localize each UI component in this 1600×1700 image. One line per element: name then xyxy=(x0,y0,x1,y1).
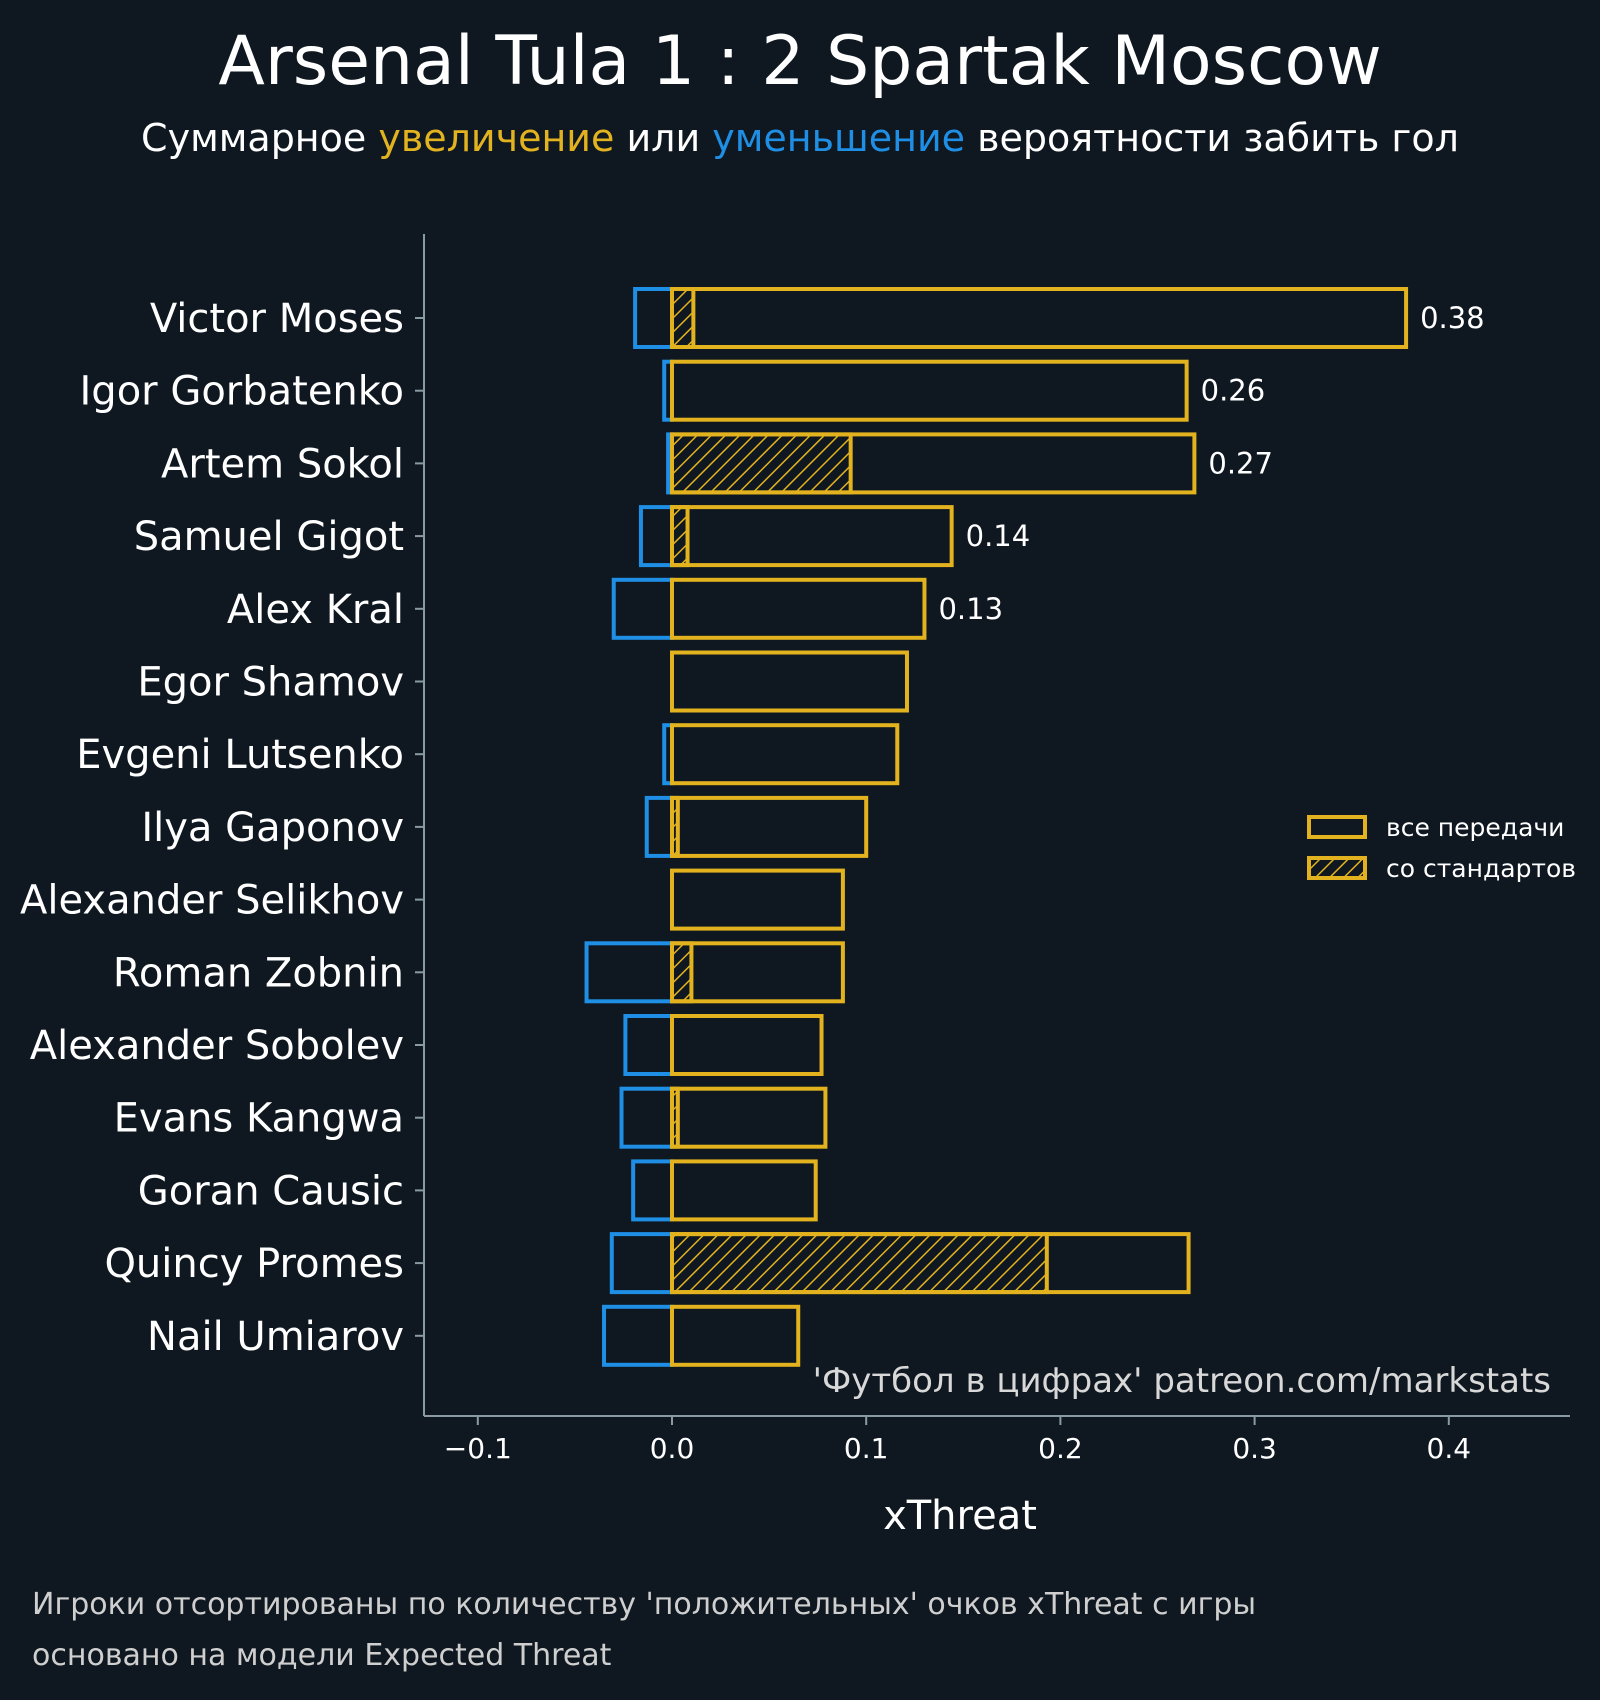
subtitle-increase: увеличение xyxy=(378,116,614,160)
plot-area: 0.38 0.26 0.27 0.14 0.13 xyxy=(584,287,1485,1367)
negative-bar xyxy=(609,1232,674,1295)
player-label: Alexander Selikhov xyxy=(20,878,404,924)
player-label: Quincy Promes xyxy=(104,1241,404,1287)
player-label: Ilya Gaponov xyxy=(141,805,404,851)
set-piece-bar xyxy=(670,287,696,349)
positive-bar xyxy=(670,795,869,858)
x-axis: −0.1 0.0 0.1 0.2 0.3 0.4 xyxy=(424,1415,1570,1465)
positive-bar xyxy=(670,287,1409,349)
positive-bar xyxy=(670,1304,801,1367)
value-label: 0.13 xyxy=(938,592,1003,626)
positive-bar xyxy=(670,1086,828,1149)
x-axis-label: xThreat xyxy=(883,1493,1037,1539)
negative-bar xyxy=(602,1304,675,1367)
y-axis: Victor Moses Igor Gorbatenko Artem Sokol Sa… xyxy=(20,234,425,1416)
subtitle-before: Суммарное xyxy=(141,116,378,160)
legend-swatch-all-passes xyxy=(1307,815,1367,839)
player-label: Artem Sokol xyxy=(161,441,404,487)
negative-bar xyxy=(611,577,674,640)
player-label: Igor Gorbatenko xyxy=(80,369,405,415)
positive-bar xyxy=(670,505,954,568)
negative-bar xyxy=(619,1086,674,1149)
positive-bar xyxy=(670,723,900,786)
positive-bar xyxy=(670,1159,818,1222)
player-label: Evgeni Lutsenko xyxy=(76,732,404,778)
set-piece-bar xyxy=(670,432,853,495)
player-label: Evans Kangwa xyxy=(114,1096,404,1142)
player-label: Roman Zobnin xyxy=(113,950,404,996)
positive-bar xyxy=(670,359,1189,422)
player-label: Goran Causic xyxy=(138,1168,404,1214)
x-tick-label: 0.3 xyxy=(1232,1432,1277,1465)
value-label: 0.26 xyxy=(1201,374,1266,408)
set-piece-bar xyxy=(670,941,694,1004)
footnote-line-1: Игроки отсортированы по количеству 'поло… xyxy=(32,1587,1256,1622)
player-label: Nail Umiarov xyxy=(147,1314,404,1360)
legend-label-set-pieces: со стандартов xyxy=(1386,854,1576,883)
player-label: Egor Shamov xyxy=(137,660,404,706)
negative-bar xyxy=(631,1159,674,1222)
x-tick-label: −0.1 xyxy=(444,1432,512,1465)
chart-title: Arsenal Tula 1 : 2 Spartak Moscow xyxy=(218,22,1381,101)
value-label: 0.27 xyxy=(1208,446,1273,480)
negative-bar xyxy=(644,795,675,858)
set-piece-bar xyxy=(670,505,690,568)
negative-bar xyxy=(584,941,674,1004)
legend: все передачи со стандартов xyxy=(1307,813,1576,883)
negative-bar xyxy=(623,1014,675,1076)
x-tick-label: 0.2 xyxy=(1038,1432,1083,1465)
subtitle-after: вероятности забить гол xyxy=(965,116,1459,160)
value-label: 0.14 xyxy=(966,519,1031,553)
subtitle-decrease: уменьшение xyxy=(712,116,965,160)
chart-subtitle: Суммарное увеличение или уменьшение веро… xyxy=(141,116,1459,160)
value-label: 0.38 xyxy=(1420,301,1485,335)
footnote-line-2: основано на модели Expected Threat xyxy=(32,1638,612,1673)
player-label: Alexander Sobolev xyxy=(30,1023,404,1069)
legend-label-all-passes: все передачи xyxy=(1386,813,1564,842)
subtitle-middle: или xyxy=(614,116,712,160)
positive-bar xyxy=(670,868,845,931)
set-piece-bar xyxy=(670,1086,680,1149)
watermark: 'Футбол в цифрах' patreon.com/markstats xyxy=(813,1361,1551,1401)
x-tick-label: 0.4 xyxy=(1427,1432,1472,1465)
positive-bar xyxy=(670,1014,824,1076)
set-piece-bar xyxy=(670,1232,1049,1295)
player-label: Samuel Gigot xyxy=(134,514,404,560)
positive-bar xyxy=(670,941,845,1004)
legend-swatch-set-pieces xyxy=(1307,856,1367,880)
player-label: Alex Kral xyxy=(227,587,404,633)
positive-bar xyxy=(670,577,927,640)
player-label: Victor Moses xyxy=(150,296,404,342)
positive-bar xyxy=(670,650,909,713)
set-piece-bar xyxy=(670,795,680,858)
negative-bar xyxy=(638,505,674,568)
x-tick-label: 0.1 xyxy=(844,1432,889,1465)
x-tick-label: 0.0 xyxy=(650,1432,695,1465)
negative-bar xyxy=(633,287,674,349)
